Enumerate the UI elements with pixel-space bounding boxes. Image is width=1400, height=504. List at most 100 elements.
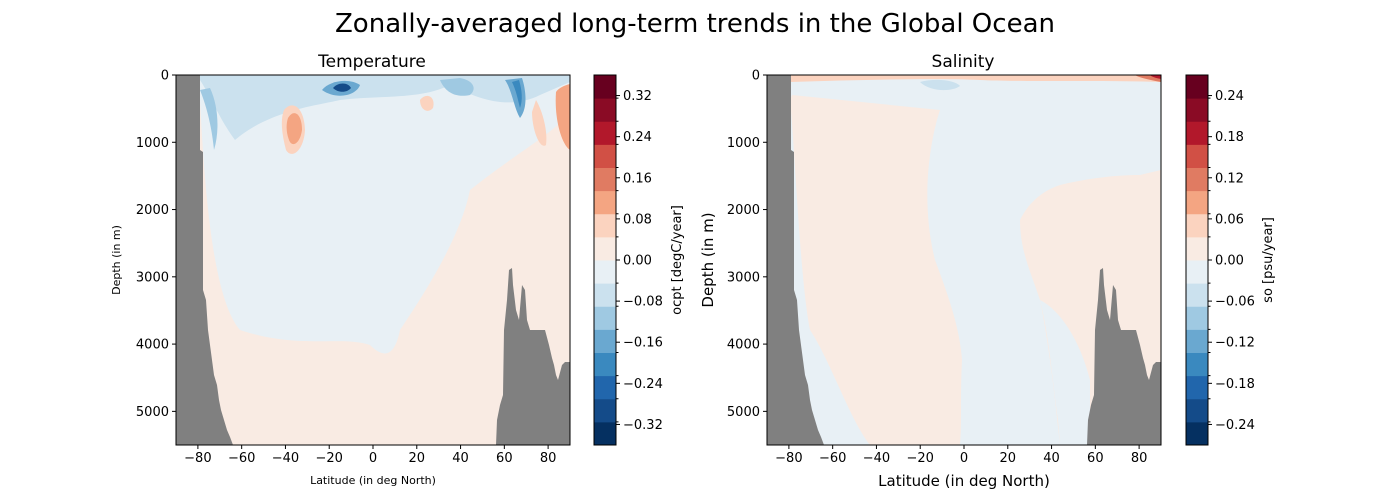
salinity-x-tick-label: −80 bbox=[775, 451, 802, 466]
temperature-colorbar-label: ocpt [degC/year] bbox=[670, 205, 685, 315]
temperature-colorbar-tick-label: 0.24 bbox=[623, 130, 652, 145]
salinity-colorbar-level bbox=[1186, 352, 1208, 377]
temperature-colorbar-level bbox=[594, 375, 616, 400]
salinity-x-tick-label: −40 bbox=[863, 451, 890, 466]
salinity-colorbar-level bbox=[1186, 283, 1208, 307]
salinity-land-mask-south bbox=[767, 75, 824, 445]
salinity-panel-title: Salinity bbox=[932, 52, 995, 72]
salinity-y-tick-label: 5000 bbox=[727, 405, 760, 420]
temperature-cooling-patch-4 bbox=[440, 78, 474, 96]
salinity-colorbar-tick-label: 0.24 bbox=[1215, 89, 1244, 104]
temperature-y-tick-label: 1000 bbox=[136, 136, 169, 151]
temperature-colorbar-tick-label: −0.16 bbox=[623, 336, 663, 351]
temperature-cooling-patch-3 bbox=[200, 88, 218, 150]
salinity-x-tick-label: 20 bbox=[1000, 451, 1017, 466]
salinity-x-tick-label: 60 bbox=[1087, 451, 1104, 466]
temperature-colorbar-level bbox=[594, 98, 616, 122]
temperature-panel-title: Temperature bbox=[317, 52, 426, 72]
temperature-y-tick-label: 4000 bbox=[136, 338, 169, 353]
temperature-colorbar-level bbox=[594, 329, 616, 353]
temperature-x-tick-label: 60 bbox=[496, 451, 513, 466]
temperature-x-tick-label: 80 bbox=[540, 451, 557, 466]
temperature-colorbar-level bbox=[594, 236, 616, 261]
salinity-axis-ticks: −80 −60 −40 −20 0 20 40 60 80 0 1000 2000 3000 4000 50… bbox=[727, 69, 1147, 467]
salinity-colorbar-level bbox=[1186, 306, 1208, 330]
salinity-y-tick-label: 0 bbox=[752, 69, 760, 84]
temperature-colorbar-tick-label: 0.16 bbox=[623, 171, 652, 186]
salinity-land-mask-north bbox=[1087, 268, 1161, 445]
salinity-colorbar-level bbox=[1186, 375, 1208, 400]
temperature-x-tick-label: −40 bbox=[272, 451, 299, 466]
temperature-cooling-core-1 bbox=[333, 83, 351, 92]
salinity-colorbar-tick-label: −0.12 bbox=[1215, 336, 1255, 351]
salinity-salinification-region-left bbox=[790, 95, 962, 445]
temperature-y-tick-label: 3000 bbox=[136, 270, 169, 285]
temperature-y-tick-label: 2000 bbox=[136, 203, 169, 218]
salinity-colorbar-level bbox=[1186, 329, 1208, 353]
temperature-warming-patch-3 bbox=[532, 100, 547, 146]
salinity-colorbar-level bbox=[1186, 213, 1208, 238]
temperature-colorbar-tick-label: −0.08 bbox=[623, 295, 663, 310]
temperature-colorbar-level bbox=[594, 283, 616, 307]
temperature-plot-area bbox=[175, 74, 571, 446]
salinity-surface-core bbox=[1150, 75, 1161, 79]
salinity-colorbar-label: so [psu/year] bbox=[1261, 217, 1276, 303]
temperature-x-tick-label: 40 bbox=[452, 451, 469, 466]
temperature-colorbar-level bbox=[594, 213, 616, 238]
temperature-colorbar-level bbox=[594, 75, 616, 99]
temperature-fields bbox=[200, 75, 570, 354]
temperature-warming-edge-light bbox=[555, 84, 570, 150]
temperature-x-tick-label: 0 bbox=[369, 451, 377, 466]
salinity-colorbar-tick-label: 0.12 bbox=[1215, 171, 1244, 186]
salinity-colorbar-level bbox=[1186, 121, 1208, 145]
temperature-y-axis-label: Depth (in m) bbox=[110, 225, 123, 295]
salinity-y-tick-label: 4000 bbox=[727, 338, 760, 353]
temperature-colorbar-level bbox=[594, 306, 616, 330]
salinity-colorbar-tick-label: −0.06 bbox=[1215, 295, 1255, 310]
salinity-colorbar-tick-label: 0.18 bbox=[1215, 130, 1244, 145]
salinity-x-axis-label: Latitude (in deg North) bbox=[878, 472, 1050, 490]
salinity-surface-positive bbox=[790, 75, 1161, 82]
temperature-colorbar-level bbox=[594, 144, 616, 168]
temperature-cooling-band-surface bbox=[200, 75, 570, 140]
temperature-y-tick-label: 0 bbox=[161, 69, 169, 84]
salinity-colorbar-level bbox=[1186, 398, 1208, 423]
temperature-land-mask-north bbox=[496, 268, 570, 445]
temperature-warming-core-1 bbox=[286, 113, 302, 145]
salinity-colorbar-tick-label: −0.18 bbox=[1215, 377, 1255, 392]
salinity-colorbar-level bbox=[1186, 236, 1208, 261]
temperature-colorbar-level bbox=[594, 260, 616, 284]
temperature-colorbar-tick-label: 0.32 bbox=[623, 89, 652, 104]
salinity-colorbar-tick-label: 0.00 bbox=[1215, 254, 1244, 269]
temperature-land-mask-south bbox=[176, 75, 233, 445]
salinity-colorbar-level bbox=[1186, 167, 1208, 192]
temperature-panel: Temperature −80 −60 bbox=[110, 52, 685, 487]
temperature-colorbar-tick-label: 0.08 bbox=[623, 212, 652, 227]
salinity-colorbar-level bbox=[1186, 144, 1208, 168]
salinity-y-tick-label: 1000 bbox=[727, 136, 760, 151]
temperature-colorbar-level bbox=[594, 167, 616, 192]
temperature-x-tick-label: 20 bbox=[409, 451, 426, 466]
temperature-y-tick-label: 5000 bbox=[136, 405, 169, 420]
temperature-colorbar-level bbox=[594, 190, 616, 215]
temperature-x-tick-label: −60 bbox=[228, 451, 255, 466]
salinity-plot-area bbox=[766, 74, 1162, 446]
temperature-cooling-core-2 bbox=[512, 80, 522, 108]
temperature-warming-patch-2 bbox=[420, 95, 434, 111]
temperature-axis-ticks: −80 −60 −40 −20 0 20 40 60 80 0 1000 2000 3000 4000 50… bbox=[136, 69, 556, 467]
temperature-colorbar-level bbox=[594, 421, 616, 446]
salinity-colorbar-level bbox=[1186, 190, 1208, 215]
temperature-colorbar: −0.32 −0.24 −0.16 −0.08 0.00 0.08 0.16 0.24 0.32 bbox=[593, 74, 663, 446]
salinity-x-tick-label: −60 bbox=[819, 451, 846, 466]
salinity-panel: Salinity −80 −60 −40 −20 0 20 40 60 80 0 1000 2000 3… bbox=[699, 52, 1276, 490]
salinity-colorbar: −0.24 −0.18 −0.12 −0.06 0.00 0.06 0.12 0.18 0.24 bbox=[1185, 74, 1255, 446]
figure-title: Zonally-averaged long-term trends in the… bbox=[335, 9, 1055, 39]
temperature-colorbar-level bbox=[594, 352, 616, 377]
salinity-y-axis-label: Depth (in m) bbox=[699, 212, 717, 307]
salinity-colorbar-level bbox=[1186, 75, 1208, 99]
salinity-x-tick-label: −20 bbox=[907, 451, 934, 466]
temperature-colorbar-tick-label: 0.00 bbox=[623, 254, 652, 269]
salinity-colorbar-tick-label: 0.06 bbox=[1215, 212, 1244, 227]
salinity-y-tick-label: 3000 bbox=[727, 270, 760, 285]
